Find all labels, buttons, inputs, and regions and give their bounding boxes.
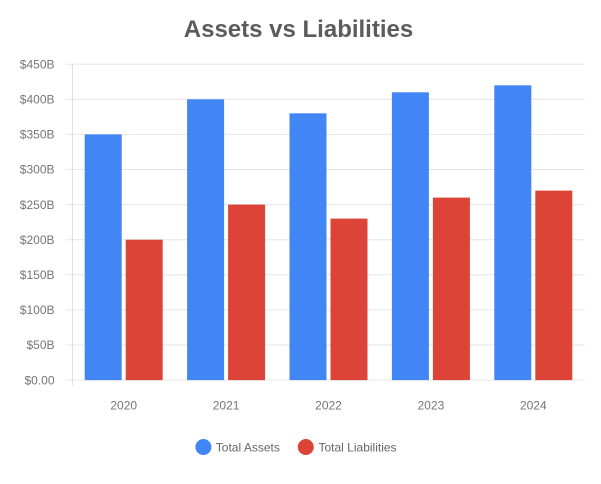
svg-text:$150B: $150B — [20, 268, 55, 282]
svg-text:2020: 2020 — [110, 399, 137, 413]
svg-text:$0.00: $0.00 — [24, 373, 54, 387]
svg-text:Assets vs Liabilities: Assets vs Liabilities — [184, 16, 413, 43]
svg-text:2023: 2023 — [418, 399, 445, 413]
svg-text:$250B: $250B — [20, 198, 55, 212]
svg-text:$400B: $400B — [20, 93, 55, 107]
svg-text:Total Liabilities: Total Liabilities — [319, 441, 397, 455]
svg-text:$100B: $100B — [20, 303, 55, 317]
svg-text:2021: 2021 — [213, 399, 240, 413]
svg-text:$200B: $200B — [20, 233, 55, 247]
svg-text:2024: 2024 — [520, 399, 547, 413]
svg-text:$350B: $350B — [20, 128, 55, 142]
svg-text:Total Assets: Total Assets — [216, 441, 280, 455]
svg-text:$300B: $300B — [20, 163, 55, 177]
svg-text:$450B: $450B — [20, 57, 55, 71]
svg-text:2022: 2022 — [315, 399, 342, 413]
svg-text:$50B: $50B — [26, 338, 54, 352]
